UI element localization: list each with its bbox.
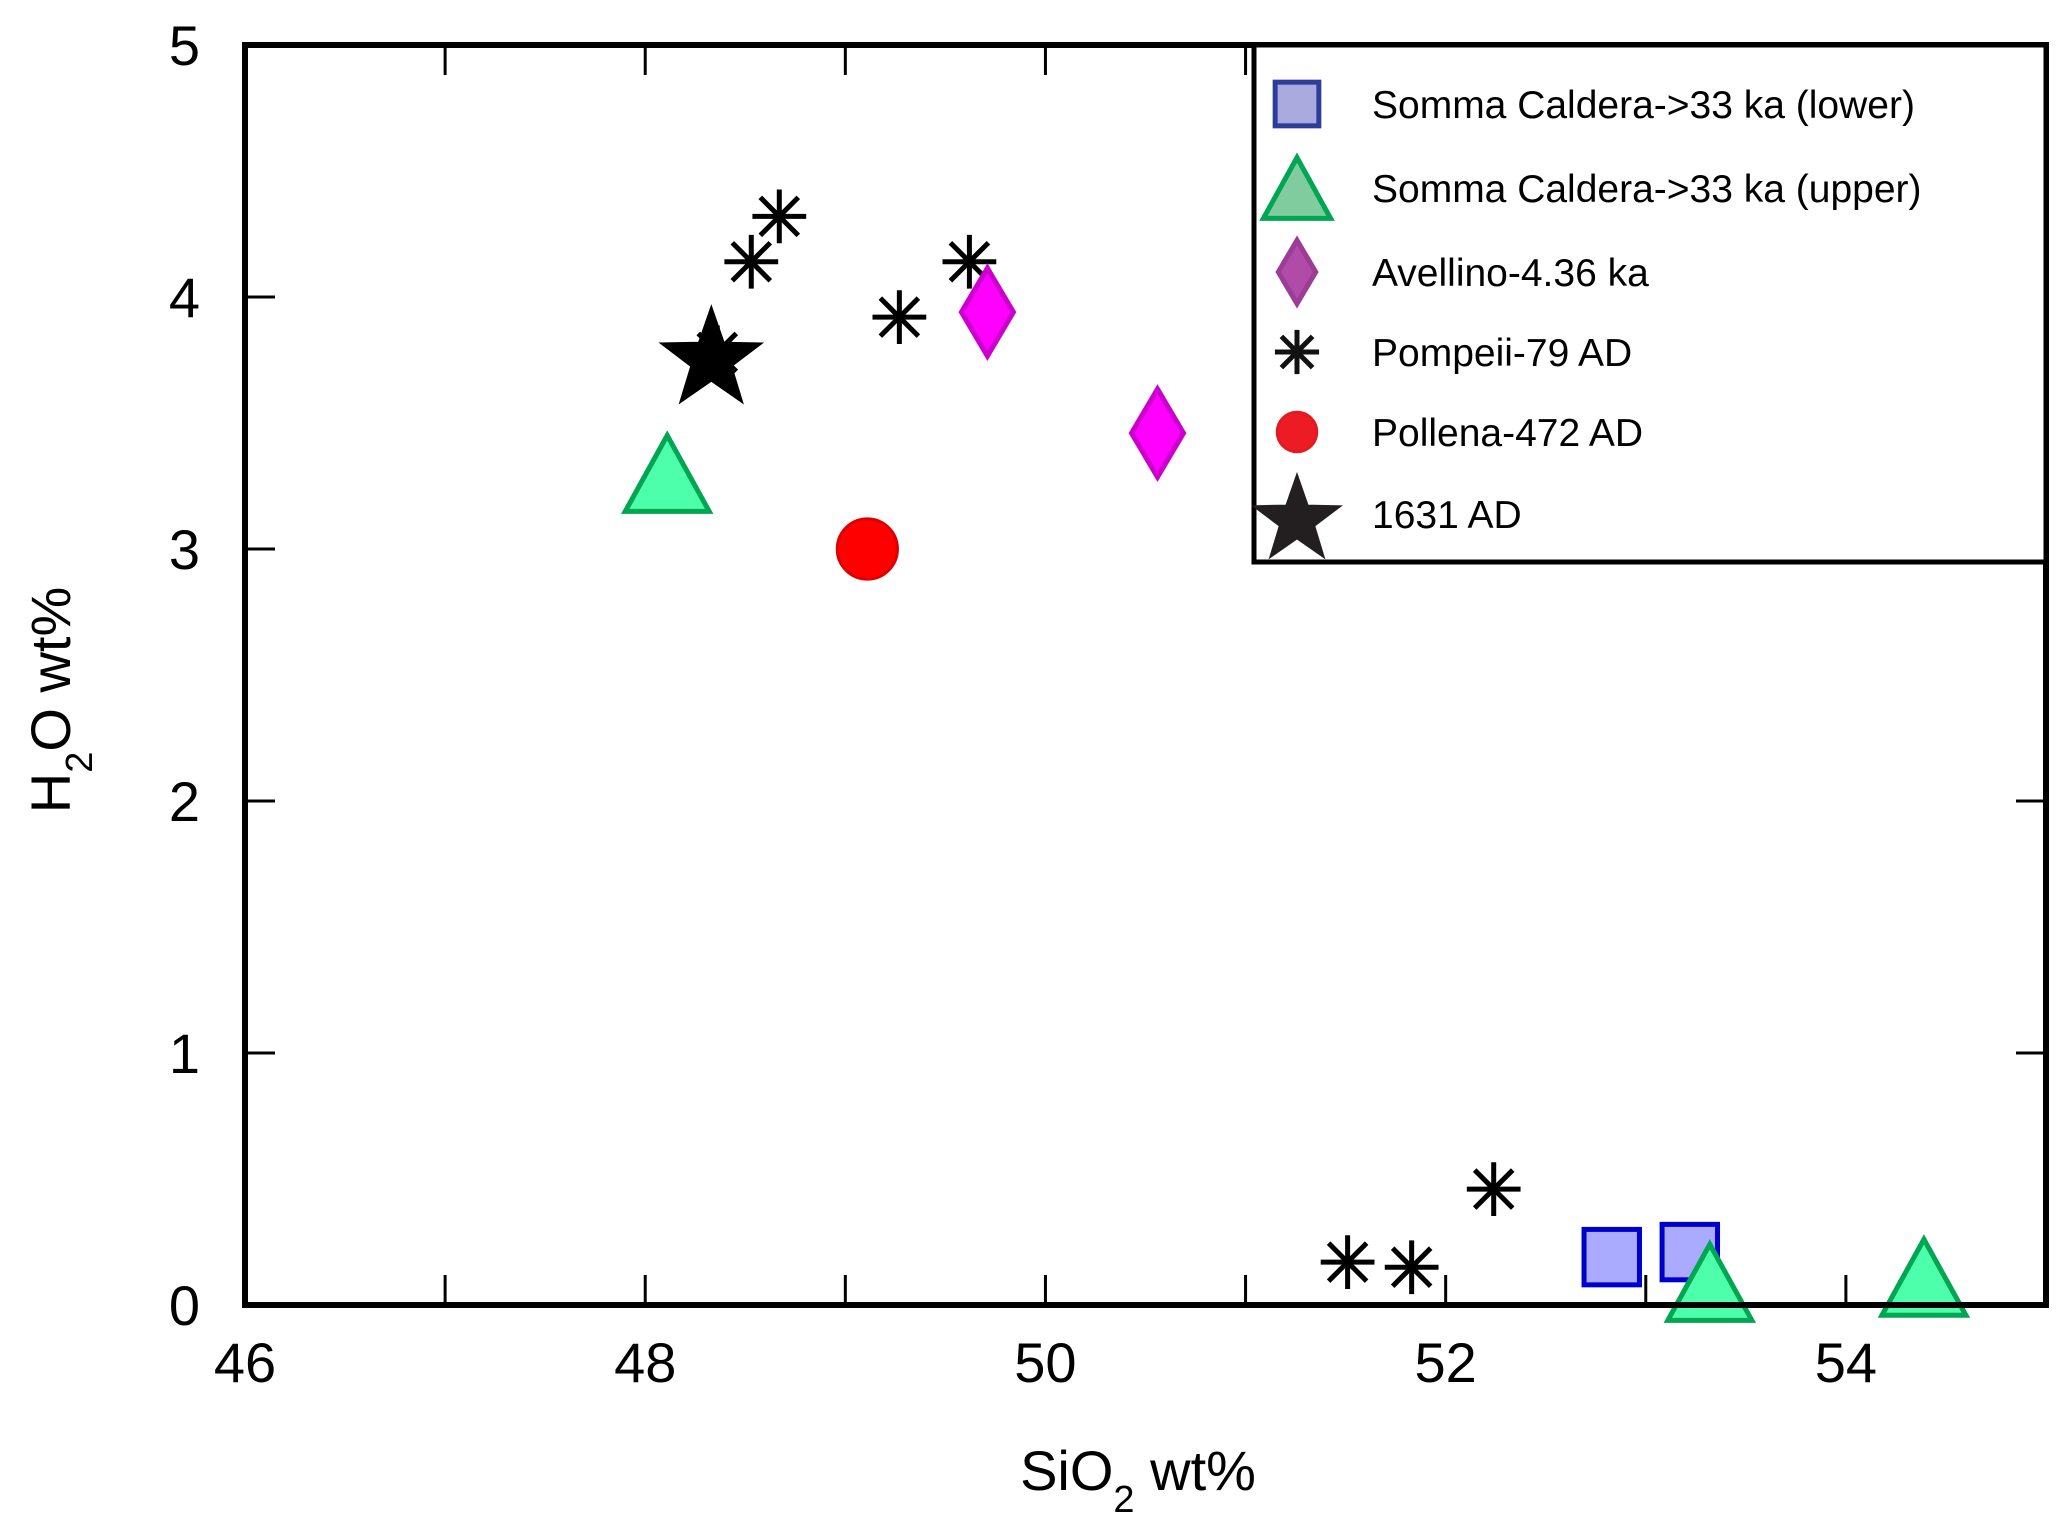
data-point-asterisk (1320, 1235, 1375, 1290)
legend-item: Avellino-4.36 ka (1275, 235, 1649, 309)
data-point-square (1581, 1226, 1642, 1288)
legend: Somma Caldera->33 ka (lower) Somma Calder… (1251, 42, 2049, 565)
asterisk-stroke (948, 240, 991, 283)
x-tick-label: 54 (1815, 1331, 1877, 1394)
asterisk-stroke (1279, 334, 1315, 370)
data-point-triangle (1663, 1239, 1757, 1323)
y-axis-title-subscript: 2 (59, 752, 101, 773)
legend-item: 1631 AD (1251, 471, 1522, 560)
data-point-diamond (1128, 384, 1187, 482)
legend-marker-square-icon (1272, 79, 1322, 129)
y-tick-label: 2 (169, 770, 200, 833)
data-points (620, 189, 1971, 1323)
tick-labels: 46 48 50 52 54 0 1 2 3 4 5 (169, 14, 1877, 1394)
legend-item: Somma Caldera->33 ka (lower) (1272, 79, 1915, 129)
data-point-asterisk (1384, 1240, 1439, 1295)
data-point-asterisk (1466, 1162, 1521, 1216)
legend-label: Somma Caldera->33 ka (lower) (1372, 84, 1915, 127)
y-axis-title-main: H (19, 773, 82, 813)
x-axis-title-main: SiO (1020, 1439, 1113, 1502)
data-point-asterisk (872, 290, 927, 345)
legend-marker-circle-icon (1275, 410, 1319, 454)
legend-label: Pompeii-79 AD (1372, 332, 1632, 375)
y-tick-label: 3 (169, 518, 200, 581)
legend-marker-asterisk-icon (1274, 329, 1320, 375)
data-point-triangle (620, 430, 714, 514)
x-tick-label: 46 (214, 1331, 276, 1394)
y-axis-title: H2O wt% (19, 587, 101, 814)
data-point-diamond (958, 263, 1017, 362)
asterisk-stroke (758, 195, 801, 238)
legend-label: 1631 AD (1372, 494, 1522, 537)
legend-item: Pollena-472 AD (1275, 410, 1643, 455)
x-tick-label: 48 (614, 1331, 676, 1394)
asterisk-stroke (1326, 1241, 1369, 1283)
asterisk-stroke (878, 296, 921, 338)
legend-item: Pompeii-79 AD (1274, 329, 1632, 375)
legend-label: Somma Caldera->33 ka (upper) (1372, 168, 1922, 211)
legend-box (1251, 42, 2049, 565)
data-point-asterisk (724, 234, 779, 289)
x-axis-title-suffix: wt% (1135, 1439, 1256, 1502)
y-tick-label: 0 (169, 1274, 200, 1337)
legend-marker-diamond-icon (1275, 235, 1319, 309)
asterisk-stroke (1472, 1168, 1515, 1210)
y-axis-title-suffix: O wt% (19, 587, 82, 752)
y-tick-label: 1 (169, 1022, 200, 1085)
data-point-star (658, 304, 765, 405)
y-tick-label: 4 (169, 266, 200, 329)
data-point-triangle (1877, 1234, 1971, 1318)
asterisk-stroke (730, 240, 773, 283)
legend-marker-star-icon (1251, 471, 1343, 560)
asterisk-stroke (1390, 1246, 1433, 1288)
legend-item: Somma Caldera->33 ka (upper) (1259, 152, 1922, 221)
data-point-asterisk (752, 189, 807, 244)
data-point-circle (835, 517, 899, 581)
y-tick-label: 5 (169, 14, 200, 77)
x-tick-label: 52 (1415, 1331, 1477, 1394)
plot-frame (242, 42, 2049, 1308)
x-tick-label: 50 (1014, 1331, 1076, 1394)
legend-label: Avellino-4.36 ka (1372, 252, 1649, 295)
legend-label: Pollena-472 AD (1372, 412, 1643, 455)
x-axis-title: SiO2 wt% (1020, 1439, 1256, 1521)
legend-marker-triangle-icon (1259, 152, 1335, 221)
x-axis-title-subscript: 2 (1113, 1479, 1134, 1521)
